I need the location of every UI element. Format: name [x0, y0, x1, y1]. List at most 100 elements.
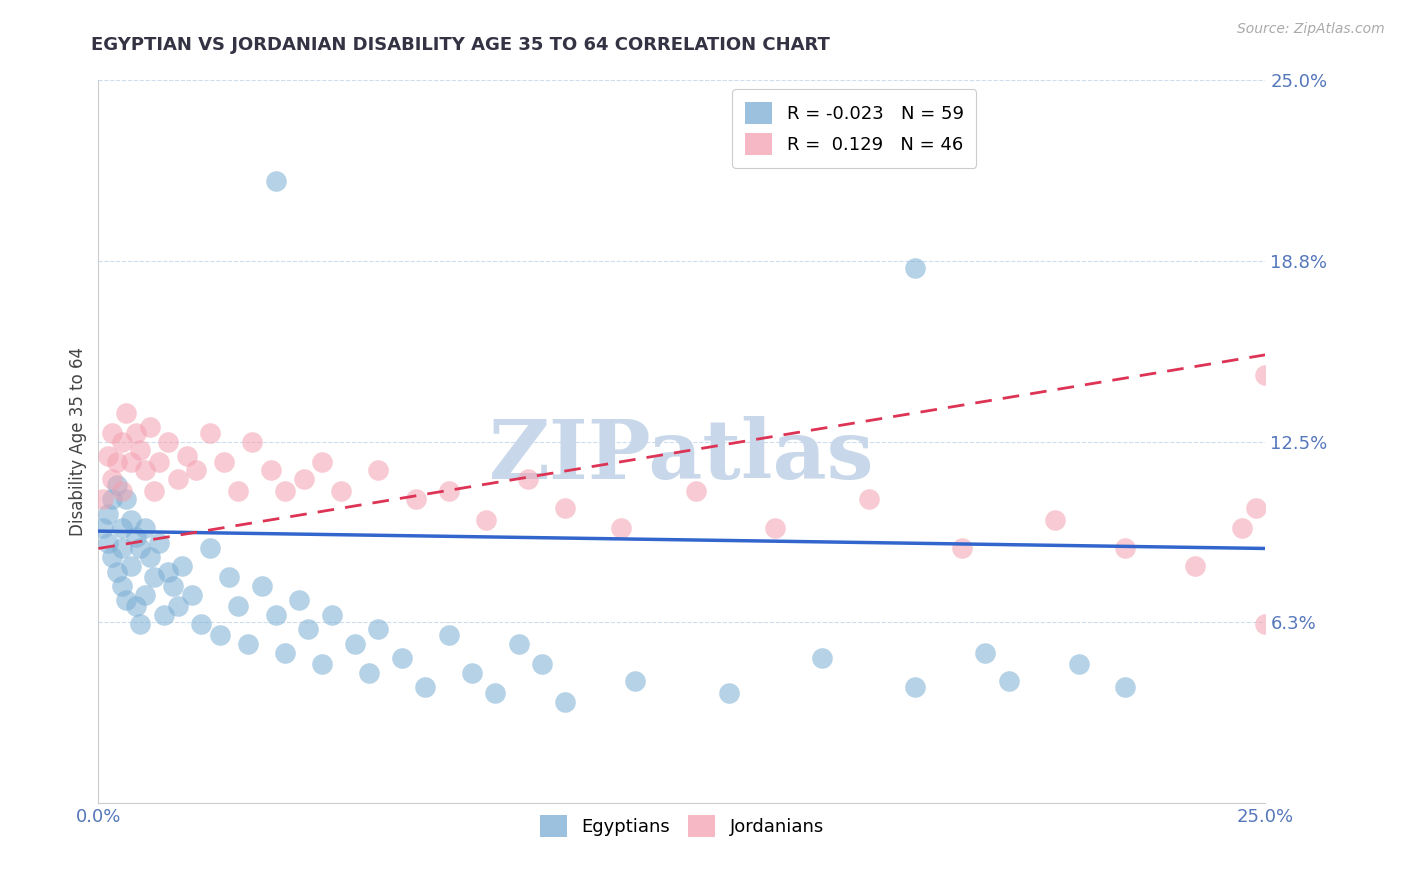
Point [148, 455, 170, 469]
Point [554, 695, 576, 709]
Point [811, 651, 834, 665]
Point [97, 507, 120, 521]
Point [190, 616, 212, 631]
Point [1244, 501, 1267, 516]
Point [111, 434, 134, 449]
Point [115, 492, 138, 507]
Point [105, 478, 128, 492]
Point [297, 623, 319, 637]
Point [101, 425, 124, 440]
Point [228, 599, 250, 614]
Point [208, 628, 231, 642]
Point [111, 483, 134, 498]
Point [1254, 368, 1277, 382]
Point [125, 425, 148, 440]
Point [105, 565, 128, 579]
Text: Source: ZipAtlas.com: Source: ZipAtlas.com [1237, 22, 1385, 37]
Point [405, 492, 427, 507]
Point [111, 541, 134, 556]
Point [904, 680, 927, 694]
Point [274, 483, 297, 498]
Point [91, 521, 114, 535]
Point [134, 588, 156, 602]
Y-axis label: Disability Age 35 to 64: Disability Age 35 to 64 [69, 347, 87, 536]
Point [242, 434, 264, 449]
Point [1114, 541, 1136, 556]
Point [166, 599, 188, 614]
Point [264, 174, 287, 188]
Point [200, 425, 222, 440]
Point [143, 570, 166, 584]
Point [105, 455, 128, 469]
Point [367, 623, 389, 637]
Point [610, 521, 633, 535]
Point [129, 616, 152, 631]
Point [218, 570, 240, 584]
Point [143, 483, 166, 498]
Point [200, 541, 222, 556]
Point [120, 558, 142, 573]
Point [115, 406, 138, 420]
Point [115, 593, 138, 607]
Point [101, 472, 124, 486]
Text: ZIPatlas: ZIPatlas [489, 416, 875, 496]
Point [129, 541, 152, 556]
Point [330, 483, 353, 498]
Point [475, 512, 498, 526]
Point [359, 665, 381, 680]
Point [461, 665, 484, 680]
Text: EGYPTIAN VS JORDANIAN DISABILITY AGE 35 TO 64 CORRELATION CHART: EGYPTIAN VS JORDANIAN DISABILITY AGE 35 … [91, 36, 831, 54]
Point [264, 607, 287, 622]
Point [111, 521, 134, 535]
Legend: Egyptians, Jordanians: Egyptians, Jordanians [533, 808, 831, 845]
Point [508, 637, 530, 651]
Point [1184, 558, 1206, 573]
Point [139, 420, 162, 434]
Point [134, 521, 156, 535]
Point [97, 449, 120, 463]
Point [120, 512, 142, 526]
Point [1067, 657, 1090, 671]
Point [139, 550, 162, 565]
Point [236, 637, 259, 651]
Point [311, 657, 333, 671]
Point [1230, 521, 1253, 535]
Point [162, 579, 184, 593]
Point [1045, 512, 1067, 526]
Point [186, 463, 208, 477]
Point [111, 579, 134, 593]
Point [997, 674, 1019, 689]
Point [180, 588, 202, 602]
Point [152, 607, 174, 622]
Point [176, 449, 198, 463]
Point [858, 492, 880, 507]
Point [1114, 680, 1136, 694]
Point [101, 550, 124, 565]
Point [437, 483, 460, 498]
Point [344, 637, 367, 651]
Point [172, 558, 194, 573]
Point [274, 646, 297, 660]
Point [228, 483, 250, 498]
Point [260, 463, 283, 477]
Point [484, 686, 506, 700]
Point [1254, 616, 1277, 631]
Point [950, 541, 973, 556]
Point [214, 455, 236, 469]
Point [157, 565, 180, 579]
Point [717, 686, 740, 700]
Point [437, 628, 460, 642]
Point [763, 521, 786, 535]
Point [292, 472, 315, 486]
Point [685, 483, 707, 498]
Point [91, 492, 114, 507]
Point [391, 651, 413, 665]
Point [166, 472, 188, 486]
Point [134, 463, 156, 477]
Point [516, 472, 538, 486]
Point [530, 657, 553, 671]
Point [101, 492, 124, 507]
Point [624, 674, 647, 689]
Point [97, 535, 120, 549]
Point [129, 443, 152, 458]
